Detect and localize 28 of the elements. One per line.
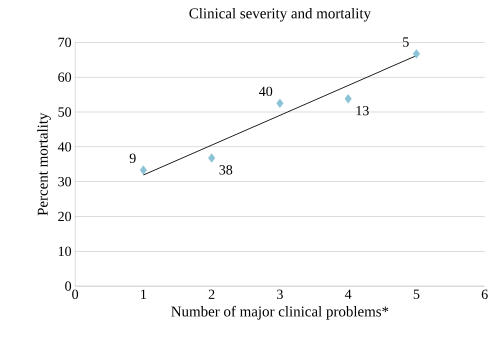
annotation: 40 (259, 86, 272, 96)
y-tick-label: 0 (65, 281, 72, 291)
y-tick-label: 40 (58, 142, 72, 152)
point (140, 165, 147, 175)
y-tick-label: 50 (58, 107, 72, 117)
y-tick-label: 10 (58, 246, 72, 256)
x-tick-label: 3 (277, 290, 283, 300)
annotation: 38 (219, 165, 232, 175)
x-tick-label: 0 (72, 290, 78, 300)
annotation: 5 (403, 37, 409, 47)
y-tick-label: 60 (58, 72, 72, 82)
point (412, 49, 420, 59)
annotation: 13 (356, 106, 369, 116)
chart-title: Clinical severity and mortality (189, 8, 371, 22)
point (208, 153, 216, 163)
x-tick-label: 4 (344, 290, 352, 299)
y-tick-label: 70 (58, 38, 72, 48)
y-tick-label: 20 (58, 212, 72, 222)
x-tick-label: 2 (208, 290, 214, 299)
x-axis-title: Number of major clinical problems* (171, 306, 388, 320)
x-tick-label: 6 (482, 290, 488, 300)
point (276, 98, 284, 108)
y-axis-title: Percent mortality (37, 112, 51, 216)
point (344, 94, 352, 104)
x-tick-label: 5 (414, 290, 420, 299)
y-tick-label: 30 (58, 176, 72, 186)
annotation: 9 (130, 154, 136, 163)
x-tick-label: 1 (141, 290, 146, 299)
